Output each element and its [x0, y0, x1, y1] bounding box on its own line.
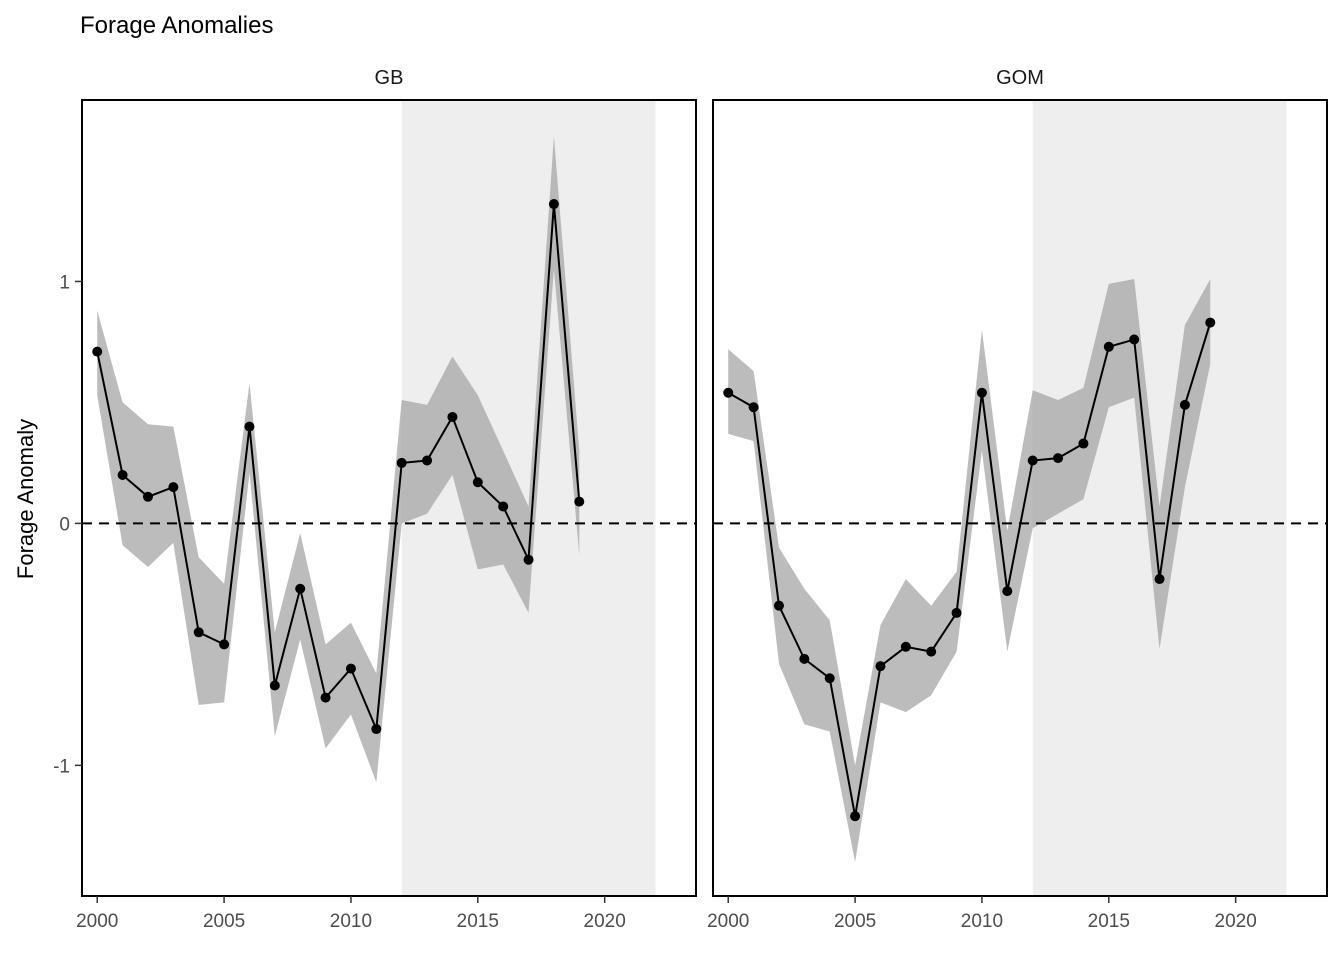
- panel-strip-label: GB: [375, 67, 404, 89]
- y-tick-label: -1: [53, 756, 70, 777]
- data-point: [773, 600, 784, 611]
- data-point: [723, 387, 734, 398]
- data-point: [1078, 438, 1089, 449]
- panel-border: [712, 99, 1328, 897]
- data-point: [1053, 453, 1064, 464]
- data-point: [295, 583, 306, 594]
- data-point: [447, 411, 458, 422]
- data-point: [523, 554, 534, 565]
- data-point: [244, 421, 255, 432]
- panel-strip-label: GOM: [996, 67, 1044, 89]
- confidence-ribbon: [728, 279, 1211, 863]
- data-point: [472, 477, 483, 488]
- x-tick-label: 2015: [457, 911, 499, 932]
- x-tick-label: 2015: [1088, 911, 1130, 932]
- data-point: [951, 607, 962, 618]
- y-tick-label: 1: [59, 272, 70, 293]
- data-point: [548, 199, 559, 210]
- data-point: [850, 811, 861, 822]
- x-tick-label: 2020: [584, 911, 626, 932]
- data-point: [824, 673, 835, 684]
- data-point: [1179, 399, 1190, 410]
- x-tick-label: 2005: [203, 911, 245, 932]
- data-point: [168, 482, 179, 493]
- data-point: [422, 455, 433, 466]
- highlight-region: [401, 100, 656, 896]
- data-point: [748, 402, 759, 413]
- x-tick-label: 2010: [961, 911, 1003, 932]
- data-point: [371, 724, 382, 735]
- x-tick-label: 2000: [707, 911, 749, 932]
- data-point: [498, 501, 509, 512]
- x-tick-label: 2005: [834, 911, 876, 932]
- x-tick-label: 2010: [330, 911, 372, 932]
- data-point: [1154, 574, 1165, 585]
- y-tick-label: 0: [59, 514, 70, 535]
- data-point: [117, 470, 128, 481]
- data-point: [142, 491, 153, 502]
- data-point: [900, 641, 911, 652]
- y-axis-label: Forage Anomaly: [13, 419, 38, 579]
- data-point: [193, 627, 204, 638]
- data-point: [875, 661, 886, 672]
- data-point: [396, 457, 407, 468]
- panels-layer: GB 2000 2005 2010 2015 2020 -1 0 1 GOM 2000 2005 201…: [53, 67, 1328, 932]
- x-tick-label: 2020: [1215, 911, 1257, 932]
- x-tick-label: 2000: [76, 911, 118, 932]
- data-point: [1027, 455, 1038, 466]
- series-line: [96, 203, 581, 730]
- panel-border: [81, 99, 697, 897]
- data-point: [269, 680, 280, 691]
- data-point: [320, 692, 331, 703]
- data-point: [1103, 341, 1114, 352]
- data-point: [92, 346, 103, 357]
- panel-gom: GOM 2000 2005 2010 2015 2020: [707, 67, 1328, 932]
- data-point: [345, 663, 356, 674]
- panel-gb: GB 2000 2005 2010 2015 2020 -1 0 1: [53, 67, 697, 932]
- data-point: [976, 387, 987, 398]
- data-point: [926, 646, 937, 657]
- confidence-ribbon: [97, 136, 580, 783]
- data-point: [1205, 317, 1216, 328]
- data-point: [1002, 586, 1013, 597]
- data-point: [799, 653, 810, 664]
- data-point: [219, 639, 230, 650]
- data-point: [574, 496, 585, 507]
- data-point: [1129, 334, 1140, 345]
- chart-title: Forage Anomalies: [80, 12, 273, 39]
